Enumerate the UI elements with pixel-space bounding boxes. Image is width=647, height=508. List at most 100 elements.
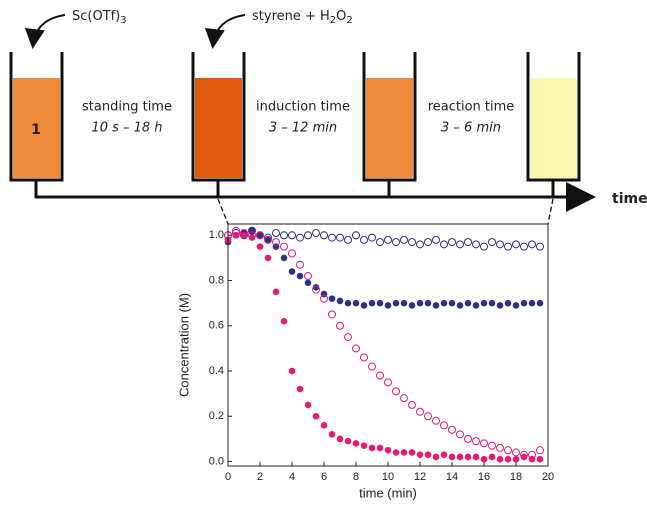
point — [464, 238, 472, 247]
point — [344, 299, 352, 307]
point — [528, 240, 536, 249]
point — [312, 412, 320, 420]
point — [376, 238, 384, 247]
x-tick-label: 6 — [321, 471, 327, 483]
point — [432, 235, 440, 244]
point — [376, 299, 384, 307]
point — [392, 238, 400, 247]
point — [408, 400, 416, 409]
y-tick-label: 0.4 — [209, 365, 224, 377]
point — [512, 302, 520, 309]
point — [368, 233, 376, 242]
point — [280, 317, 288, 325]
point — [376, 371, 384, 380]
point — [312, 229, 320, 238]
beaker-label: 1 — [31, 122, 41, 138]
point — [328, 431, 336, 438]
point — [416, 407, 424, 416]
point — [424, 299, 432, 307]
point — [408, 238, 416, 247]
point — [320, 294, 328, 303]
point — [280, 242, 288, 251]
timeline-ticks — [34, 180, 555, 198]
point — [456, 240, 464, 249]
point — [256, 243, 264, 250]
point — [488, 299, 496, 307]
time-axis-label: time — [612, 191, 647, 207]
point — [248, 234, 256, 241]
point — [480, 439, 488, 448]
point — [304, 272, 312, 281]
point — [392, 299, 400, 307]
point — [448, 453, 456, 461]
point — [384, 302, 392, 309]
point — [240, 232, 248, 239]
point — [496, 240, 504, 249]
point — [472, 302, 480, 309]
point — [336, 435, 344, 443]
point — [272, 238, 280, 247]
stage-duration: 3 – 6 min — [441, 121, 501, 136]
x-tick-label: 12 — [414, 471, 426, 483]
point — [472, 437, 480, 446]
point — [328, 310, 336, 319]
point — [528, 299, 536, 307]
point — [400, 394, 408, 403]
x-tick-label: 14 — [446, 471, 458, 483]
point — [328, 233, 336, 242]
point — [520, 299, 528, 307]
point — [488, 441, 496, 450]
point — [264, 236, 272, 244]
point — [456, 453, 464, 461]
point — [432, 416, 440, 425]
stage-name: standing time — [82, 100, 172, 115]
point — [360, 302, 368, 309]
point — [288, 231, 296, 240]
point — [384, 235, 392, 244]
point — [408, 449, 416, 456]
point — [416, 451, 424, 458]
point — [536, 242, 544, 251]
x-tick-label: 2 — [257, 471, 263, 483]
y-axis-label: Concentration (M) — [176, 293, 191, 397]
point — [496, 443, 504, 452]
point — [480, 242, 488, 251]
y-tick-label: 0.2 — [209, 410, 224, 422]
point — [512, 240, 520, 249]
point — [376, 444, 384, 452]
point — [424, 451, 432, 458]
point — [360, 353, 368, 362]
x-tick-label: 0 — [225, 471, 231, 483]
point — [496, 455, 504, 463]
point — [448, 238, 456, 247]
point — [416, 299, 424, 307]
point — [304, 401, 312, 409]
point — [352, 440, 360, 447]
beakers — [9, 52, 581, 182]
point — [296, 385, 304, 393]
point — [304, 279, 312, 287]
point — [464, 299, 472, 307]
point — [536, 446, 544, 455]
stage-duration: 3 – 12 min — [269, 121, 337, 136]
point — [264, 235, 272, 244]
y-tick-label: 1.0 — [209, 229, 224, 241]
x-tick-label: 16 — [478, 471, 490, 483]
point — [296, 272, 304, 280]
point — [480, 299, 488, 307]
point — [520, 242, 528, 251]
point — [392, 387, 400, 396]
point — [504, 455, 512, 463]
point — [336, 321, 344, 330]
point — [416, 240, 424, 249]
x-tick-label: 8 — [353, 471, 359, 483]
point — [360, 442, 368, 449]
point — [504, 446, 512, 455]
arrow — [204, 14, 246, 49]
zoom-lines — [217, 198, 554, 225]
point — [288, 249, 296, 258]
point — [360, 235, 368, 244]
point — [440, 299, 448, 307]
point — [336, 297, 344, 305]
